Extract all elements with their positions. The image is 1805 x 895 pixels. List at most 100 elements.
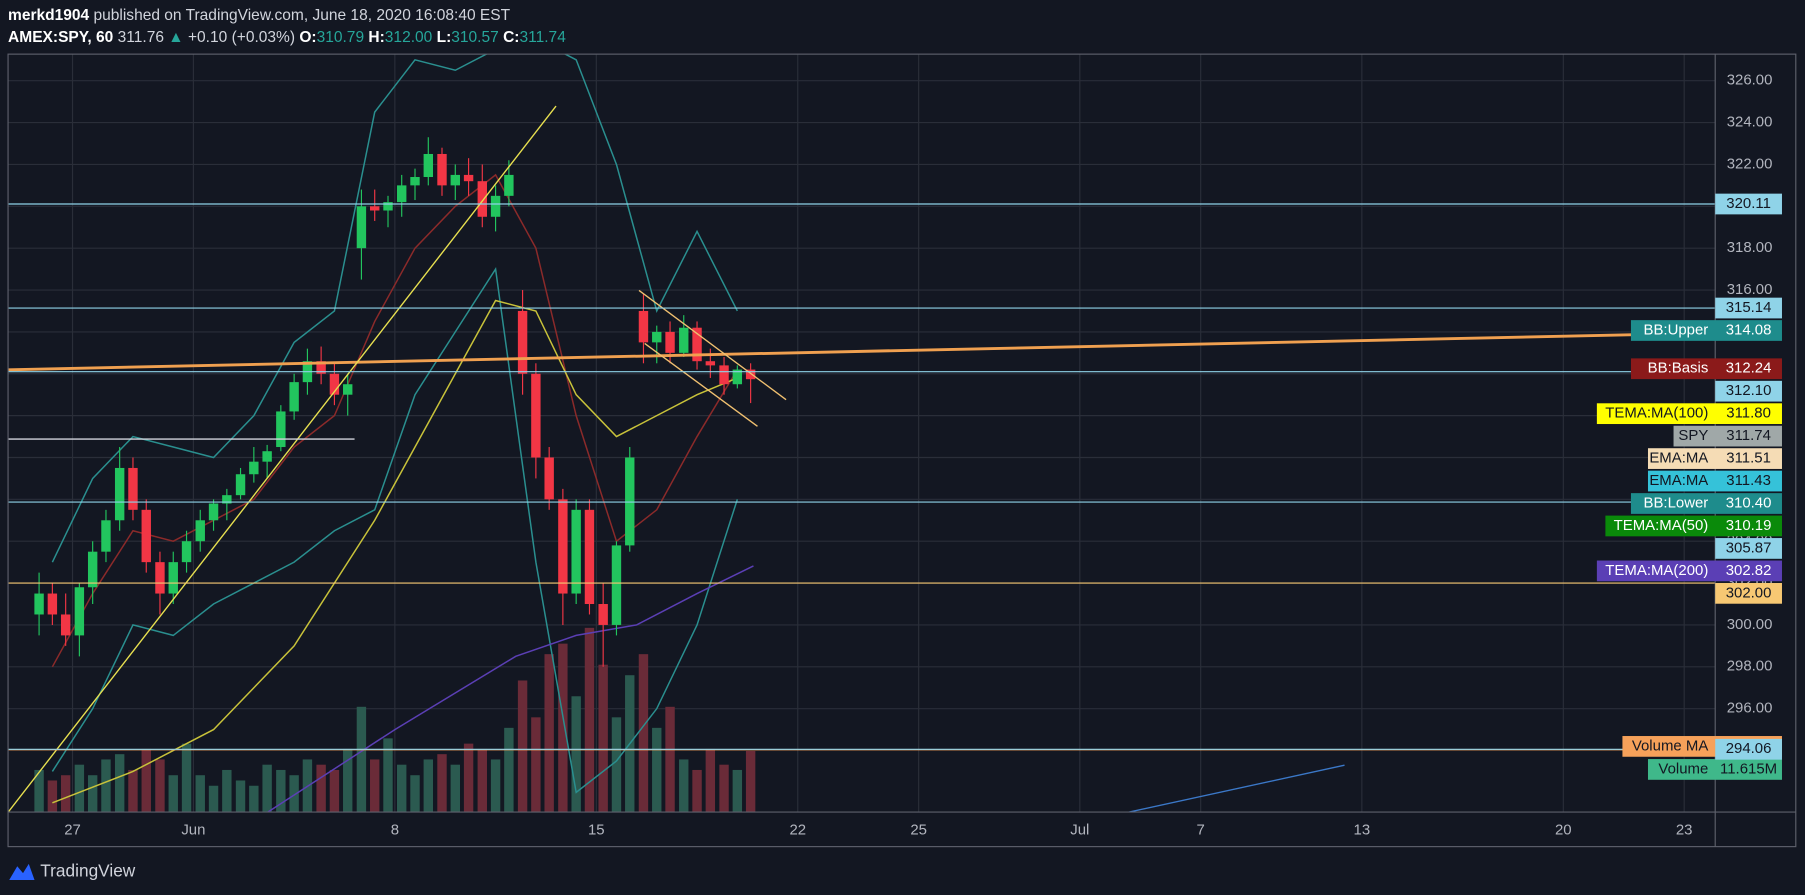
volume-bar: [705, 748, 716, 813]
x-tick-label: 15: [588, 821, 605, 838]
symbol: AMEX:SPY, 60: [8, 29, 113, 46]
candle-body: [504, 174, 514, 196]
x-tick-label: 13: [1354, 821, 1371, 838]
x-tick-label: 23: [1676, 821, 1693, 838]
x-tick-label: 25: [910, 821, 927, 838]
change: +0.10 (+0.03%): [184, 29, 295, 46]
volume-bar: [101, 759, 111, 813]
volume-bar: [168, 775, 178, 813]
price-label-value: 312.24: [1726, 360, 1772, 377]
volume-bar: [558, 643, 568, 813]
price-label-box: [1715, 582, 1782, 604]
price-label-box: [1715, 538, 1782, 559]
volume-bar: [504, 727, 514, 813]
candle-body: [370, 206, 380, 211]
volume-bar: [208, 785, 219, 813]
price-label-name: SPY: [1678, 427, 1708, 444]
volume-bar: [450, 764, 460, 813]
candle-body: [598, 604, 608, 625]
price-label-name: TEMA:MA(50): [1614, 517, 1709, 534]
volume-bar: [343, 748, 353, 813]
volume-bar: [370, 759, 380, 813]
price-label-name: Volume MA: [1632, 737, 1708, 754]
volume-bar: [665, 706, 675, 813]
candle-body: [490, 195, 501, 217]
volume-bar: [584, 627, 595, 813]
price-label-value: 311.51: [1726, 450, 1771, 467]
logo: [9, 863, 35, 881]
volume-bar: [235, 780, 246, 813]
trend-line: [644, 342, 758, 427]
price-label-value: 302.82: [1726, 562, 1772, 579]
price-label-value: 294.06: [1726, 740, 1772, 757]
volume-bar: [74, 764, 85, 813]
volume-bar: [490, 759, 501, 813]
candle-body: [356, 206, 367, 249]
price-pane: [8, 54, 1716, 813]
volume-bar: [141, 748, 151, 813]
volume-bar: [249, 785, 259, 813]
volume-bar: [679, 759, 689, 813]
candle-body: [544, 457, 554, 500]
last: 311.76: [113, 29, 164, 46]
candle-body: [625, 457, 635, 546]
header-line2: AMEX:SPY, 60 311.76 ▲ +0.10 (+0.03%) O:3…: [8, 29, 566, 46]
candle-body: [195, 520, 205, 542]
price-label-value: 314.08: [1726, 321, 1772, 338]
candle-body: [34, 593, 44, 615]
price-label-box: [1715, 738, 1782, 760]
indicator-line: [51, 173, 738, 668]
volume-bar: [87, 775, 98, 813]
volume-bar: [128, 769, 138, 813]
candle-body: [423, 153, 433, 178]
candle-body: [262, 451, 272, 462]
candle-body: [114, 467, 125, 521]
y-tick-label: 318.00: [1727, 239, 1773, 256]
volume-bar: [638, 654, 649, 813]
volume-bar: [195, 775, 205, 813]
candle-body: [222, 495, 232, 504]
c-key: C:: [499, 29, 520, 46]
high: 312.00: [385, 29, 433, 46]
price-label-box: [1673, 425, 1782, 447]
candle-body: [732, 369, 743, 385]
price-label-name: EMA:MA: [1649, 450, 1708, 467]
volume-bar: [289, 775, 299, 813]
price-label-box: [1647, 470, 1782, 492]
volume-bar: [652, 727, 662, 813]
y-tick-label: 300.00: [1727, 616, 1773, 633]
candle-body: [611, 545, 622, 625]
trend-line: [8, 331, 1716, 372]
indicator-line: [51, 54, 739, 563]
candle-body: [87, 551, 98, 588]
price-label-value: 312.10: [1726, 382, 1772, 399]
x-tick-label: Jun: [181, 821, 205, 838]
volume-bar: [732, 769, 743, 813]
price-label-name: EMA:MA: [1649, 472, 1708, 489]
price-label-name: Volume: [1658, 760, 1708, 777]
candle-body: [692, 327, 702, 362]
candle-body: [652, 331, 662, 343]
candle-body: [558, 499, 568, 594]
candle-body: [276, 411, 286, 448]
price-label-value: 311.74: [1726, 427, 1771, 444]
volume-bar: [571, 696, 581, 813]
price-label-box: [1596, 403, 1782, 425]
price-label-box: [1647, 448, 1782, 469]
o-key: O:: [295, 29, 317, 46]
price-label-box: [1630, 358, 1782, 380]
candle-body: [249, 461, 259, 475]
candle-body: [168, 562, 178, 594]
candle-body: [531, 373, 541, 458]
volume-bar: [397, 764, 407, 813]
candle-body: [584, 509, 595, 605]
chart-border: [7, 53, 1797, 848]
candle-body: [665, 331, 675, 353]
volume-bar: [410, 775, 420, 813]
trend-line: [8, 105, 557, 813]
y-tick-label: 296.00: [1727, 700, 1773, 717]
candle-body: [141, 509, 151, 563]
